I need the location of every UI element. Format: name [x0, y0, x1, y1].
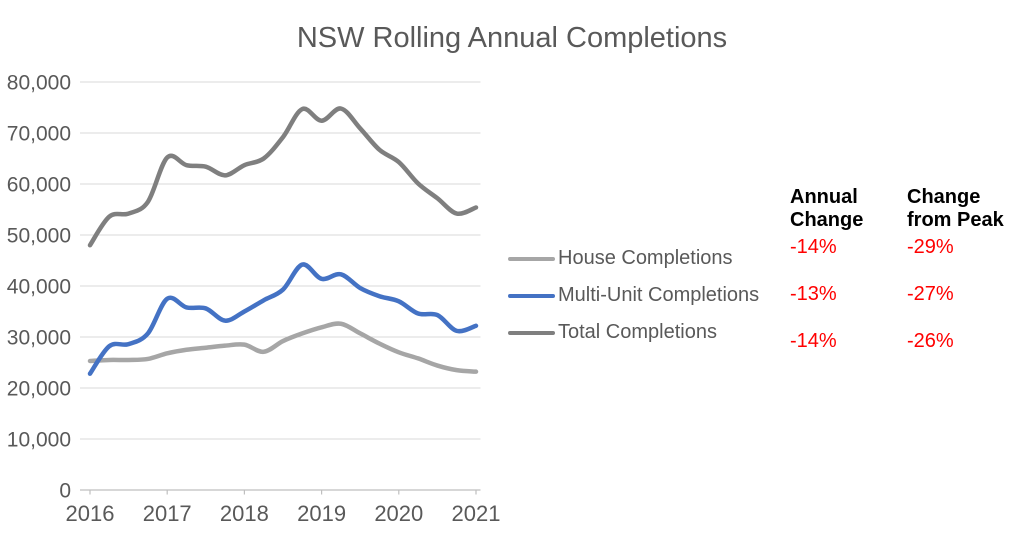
y-tick-label: 60,000	[7, 174, 71, 197]
summary-table: Annual Change Change from Peak -14% -29%…	[790, 186, 1020, 366]
total-completions-line	[87, 106, 479, 248]
multi-unit-change-from-peak-value: -27%	[907, 283, 954, 305]
y-tick-label: 10,000	[7, 429, 71, 452]
multi-unit-completions-line	[87, 262, 479, 376]
annual-change-header: Annual Change	[790, 186, 864, 231]
y-tick-label: 70,000	[7, 123, 71, 146]
legend-label-total: Total Completions	[558, 321, 717, 343]
house-series-swatch	[508, 256, 555, 261]
total-change-from-peak-value: -26%	[907, 330, 954, 352]
x-tick-label: 2020	[374, 501, 423, 526]
completions-line-chart: 0 10,000 20,000 30,000 40,000 50,000 60,000 70,…	[7, 72, 501, 527]
x-tick-label: 2017	[143, 501, 192, 526]
legend-item-house-completions: House Completions	[508, 240, 759, 277]
legend-item-total-completions: Total Completions	[508, 314, 759, 351]
summary-header-row: Annual Change Change from Peak	[790, 186, 1020, 232]
y-tick-label: 50,000	[7, 225, 71, 248]
house-annual-change-value: -14%	[790, 236, 837, 258]
summary-row-multi-unit: -13% -27%	[790, 283, 1020, 306]
x-tick-label: 2021	[452, 501, 501, 526]
x-tick-label: 2018	[220, 501, 269, 526]
summary-row-total: -14% -26%	[790, 330, 1020, 353]
y-tick-label: 30,000	[7, 327, 71, 350]
y-tick-label: 80,000	[7, 72, 71, 95]
y-tick-label: 20,000	[7, 378, 71, 401]
legend-label-multi-unit: Multi-Unit Completions	[558, 284, 760, 306]
y-axis-labels: 0 10,000 20,000 30,000 40,000 50,000 60,000 70,…	[7, 72, 71, 503]
multi-unit-series-swatch	[508, 293, 555, 298]
house-change-from-peak-value: -29%	[907, 236, 954, 258]
legend-label-house: House Completions	[558, 247, 733, 269]
total-annual-change-value: -14%	[790, 330, 837, 352]
change-from-peak-header: Change from Peak	[907, 186, 1004, 231]
chart-title: NSW Rolling Annual Completions	[296, 22, 728, 54]
total-series-swatch	[508, 330, 555, 335]
chart-legend: House Completions Multi-Unit Completions…	[508, 240, 759, 351]
x-axis: 2016 2017 2018 2019 2020 2021	[66, 489, 501, 526]
y-tick-label: 40,000	[7, 276, 71, 299]
house-completions-line	[87, 321, 479, 374]
multi-unit-annual-change-value: -13%	[790, 283, 837, 305]
summary-row-house: -14% -29%	[790, 236, 1020, 259]
legend-item-multi-unit-completions: Multi-Unit Completions	[508, 277, 759, 314]
y-tick-label: 0	[59, 480, 71, 503]
x-tick-label: 2016	[66, 501, 115, 526]
y-gridlines	[80, 81, 481, 440]
x-tick-label: 2019	[297, 501, 346, 526]
